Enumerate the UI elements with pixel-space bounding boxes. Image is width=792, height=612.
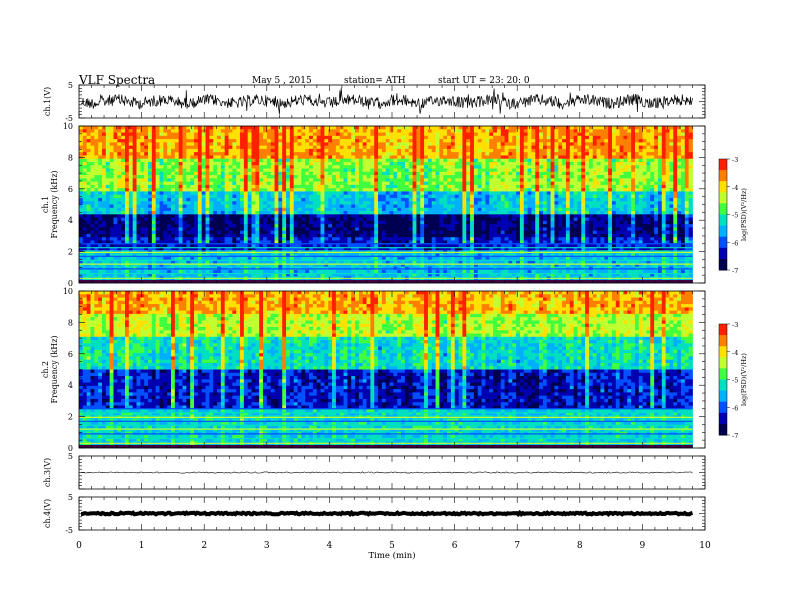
- spectrogram-2: [79, 291, 693, 449]
- spectrogram-1: [79, 126, 693, 284]
- y-axis-label: Frequency (kHz): [50, 335, 59, 403]
- x-tick-label: 3: [264, 541, 270, 551]
- station-label: station= ATH: [344, 76, 406, 86]
- waveform-0: [80, 87, 693, 115]
- colorbar-label: log(PSD)(V²/Hz): [740, 188, 748, 241]
- y-tick-label: 10: [63, 287, 73, 296]
- y-tick-label: 2: [68, 413, 73, 422]
- y-tick-label: 6: [68, 350, 73, 359]
- colorbar-tick-label: -3: [732, 321, 738, 329]
- colorbar-1: -3 -4 -5 -6 -7 log(PSD)(V²/Hz): [718, 156, 748, 275]
- waveform-4: [81, 509, 694, 518]
- y-axis-label: ch.2: [41, 361, 50, 378]
- y-tick-label: 5: [68, 452, 73, 461]
- x-tick-label: 7: [514, 541, 520, 551]
- colorbar-tick-label: -6: [732, 404, 738, 412]
- y-axis-label: ch.1: [41, 196, 50, 213]
- colorbar-tick-label: -7: [732, 267, 738, 275]
- x-tick-label: 10: [699, 541, 711, 551]
- x-tick-label: 2: [201, 541, 207, 551]
- y-tick-label: 2: [68, 248, 73, 257]
- y-tick-label: 5: [68, 81, 73, 90]
- y-tick-label: 4: [68, 216, 73, 225]
- x-tick-label: 6: [452, 541, 458, 551]
- x-axis-label: Time (min): [368, 550, 415, 561]
- y-tick-label: -5: [65, 114, 73, 123]
- colorbar-tick-label: -3: [732, 156, 738, 164]
- y-tick-label: 0: [68, 444, 73, 453]
- y-tick-label: 8: [68, 153, 73, 162]
- colorbar-label: log(PSD)(V²/Hz): [740, 353, 748, 406]
- x-tick-label: 4: [327, 541, 333, 551]
- x-tick-label: 5: [389, 541, 395, 551]
- y-tick-label: -5: [65, 526, 73, 535]
- colorbar-tick-label: -7: [732, 432, 738, 440]
- y-tick-label: 5: [68, 493, 73, 502]
- date-label: May 5 , 2015: [252, 76, 312, 86]
- y-axis-label: ch.1(V): [43, 87, 52, 116]
- colorbar-2: -3 -4 -5 -6 -7 log(PSD)(V²/Hz): [718, 321, 748, 440]
- y-tick-label: 10: [63, 122, 73, 131]
- y-tick-label: 8: [68, 318, 73, 327]
- x-tick-label: 8: [577, 541, 583, 551]
- start-time-label: start UT = 23: 20: 0: [438, 76, 530, 86]
- y-axis-label: ch.4(V): [43, 499, 52, 528]
- x-tick-label: 1: [139, 541, 145, 551]
- x-tick-label: 9: [640, 541, 646, 551]
- colorbar-tick-label: -5: [732, 377, 738, 385]
- figure-title: VLF Spectra: [79, 73, 156, 87]
- colorbar-tick-label: -4: [732, 349, 738, 357]
- waveform-3: [80, 471, 693, 474]
- y-axis-label: ch.3(V): [43, 458, 52, 487]
- colorbar-tick-label: -6: [732, 239, 738, 247]
- colorbar-tick-label: -5: [732, 212, 738, 220]
- y-tick-label: 0: [68, 279, 73, 288]
- y-tick-label: 4: [68, 381, 73, 390]
- y-tick-label: 6: [68, 185, 73, 194]
- colorbar-tick-label: -4: [732, 184, 738, 192]
- y-axis-label: Frequency (kHz): [50, 170, 59, 238]
- x-tick-label: 0: [76, 541, 82, 551]
